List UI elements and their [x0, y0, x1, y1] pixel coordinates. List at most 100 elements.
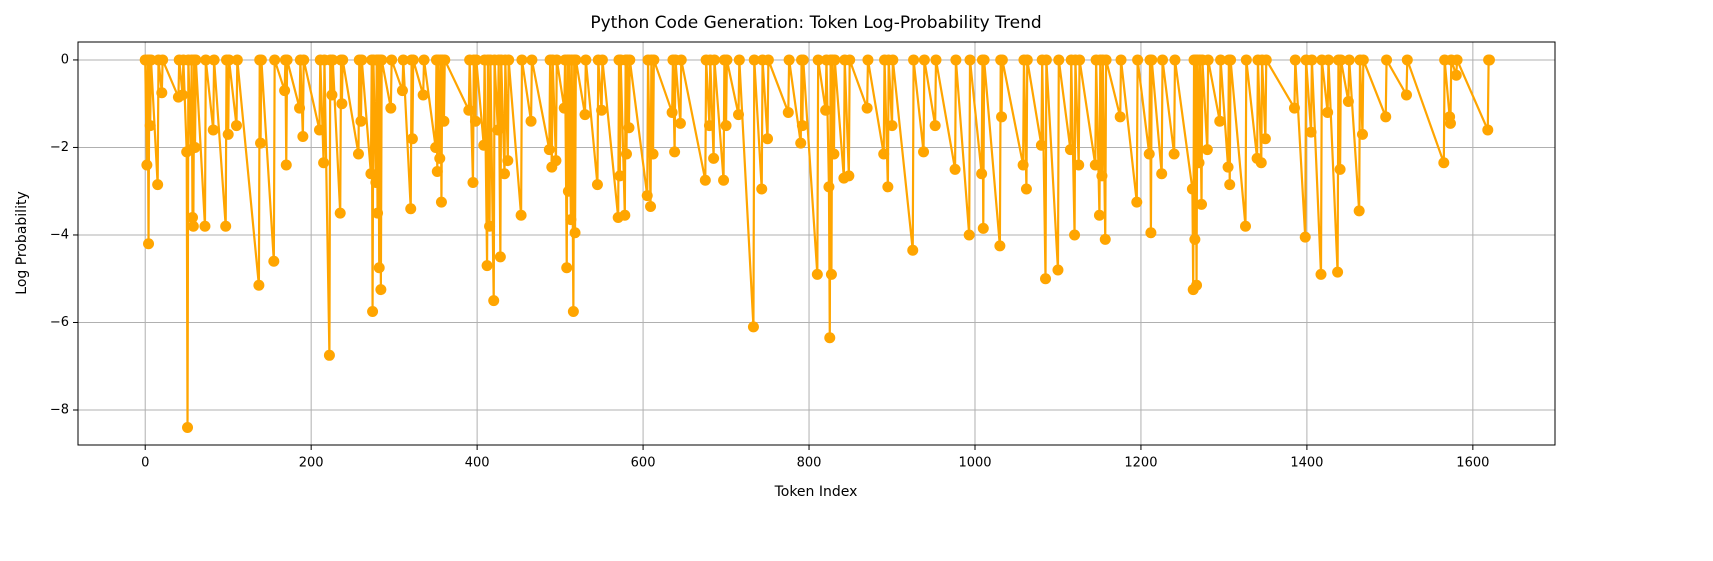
- marker: [405, 203, 417, 215]
- marker: [1482, 124, 1494, 136]
- marker: [1225, 54, 1237, 66]
- marker: [1131, 196, 1143, 208]
- plot: [139, 54, 1495, 433]
- x-tick-label: 1200: [1124, 456, 1157, 471]
- marker: [467, 176, 479, 188]
- marker: [370, 176, 382, 188]
- marker: [386, 54, 398, 66]
- marker: [502, 155, 514, 167]
- marker: [620, 148, 632, 160]
- marker: [918, 54, 930, 66]
- marker: [1315, 268, 1327, 280]
- marker: [373, 262, 385, 274]
- marker: [268, 255, 280, 267]
- marker: [1400, 89, 1412, 101]
- marker: [352, 148, 364, 160]
- marker: [1052, 264, 1064, 276]
- marker: [596, 54, 608, 66]
- marker: [231, 54, 243, 66]
- marker: [488, 295, 500, 307]
- marker: [1444, 117, 1456, 129]
- marker: [1357, 54, 1369, 66]
- marker: [336, 98, 348, 110]
- marker: [397, 54, 409, 66]
- marker: [298, 54, 310, 66]
- marker: [823, 181, 835, 193]
- marker: [434, 152, 446, 164]
- marker: [281, 54, 293, 66]
- marker: [580, 54, 592, 66]
- y-tick-label: −4: [50, 227, 69, 242]
- marker: [718, 174, 730, 186]
- marker: [1100, 54, 1112, 66]
- marker: [908, 54, 920, 66]
- marker: [861, 102, 873, 114]
- marker: [1035, 139, 1047, 151]
- marker: [844, 54, 856, 66]
- marker: [964, 54, 976, 66]
- marker: [406, 133, 418, 145]
- marker: [1040, 54, 1052, 66]
- marker: [1053, 54, 1065, 66]
- y-tick-label: −6: [50, 315, 69, 330]
- marker: [641, 190, 653, 202]
- marker: [1305, 126, 1317, 138]
- marker: [355, 115, 367, 127]
- marker: [647, 148, 659, 160]
- marker: [187, 220, 199, 232]
- marker: [478, 139, 490, 151]
- marker: [327, 54, 339, 66]
- y-tick-label: −8: [50, 402, 69, 417]
- marker: [824, 332, 836, 344]
- marker: [318, 157, 330, 169]
- marker: [470, 54, 482, 66]
- marker: [570, 54, 582, 66]
- marker: [525, 115, 537, 127]
- marker: [481, 260, 493, 272]
- marker: [1099, 233, 1111, 245]
- marker: [294, 102, 306, 114]
- marker: [843, 170, 855, 182]
- marker: [187, 211, 199, 223]
- marker: [141, 159, 153, 171]
- marker: [365, 168, 377, 180]
- marker: [543, 144, 555, 156]
- marker: [756, 183, 768, 195]
- marker: [1322, 106, 1334, 118]
- marker: [1335, 54, 1347, 66]
- marker: [795, 137, 807, 149]
- marker: [1259, 133, 1271, 145]
- marker: [207, 124, 219, 136]
- marker: [1332, 266, 1344, 278]
- marker: [431, 166, 443, 178]
- marker: [190, 54, 202, 66]
- marker: [721, 54, 733, 66]
- marker: [396, 85, 408, 97]
- marker: [326, 89, 338, 101]
- marker: [253, 279, 265, 291]
- marker: [1322, 54, 1334, 66]
- line: [144, 58, 1490, 429]
- marker: [156, 87, 168, 99]
- marker: [1168, 148, 1180, 160]
- marker: [280, 159, 292, 171]
- marker: [1196, 198, 1208, 210]
- marker: [1483, 54, 1495, 66]
- marker: [708, 54, 720, 66]
- marker: [862, 54, 874, 66]
- marker: [1353, 205, 1365, 217]
- marker: [1224, 179, 1236, 191]
- marker: [1438, 157, 1450, 169]
- x-tick-label: 0: [141, 456, 149, 471]
- marker: [356, 54, 368, 66]
- marker: [614, 170, 626, 182]
- marker: [407, 54, 419, 66]
- marker: [1342, 96, 1354, 108]
- marker: [1380, 111, 1392, 123]
- marker: [1114, 111, 1126, 123]
- x-tick-label: 200: [299, 456, 324, 471]
- marker: [220, 220, 232, 232]
- marker: [230, 120, 242, 132]
- marker: [1017, 159, 1029, 171]
- marker: [417, 89, 429, 101]
